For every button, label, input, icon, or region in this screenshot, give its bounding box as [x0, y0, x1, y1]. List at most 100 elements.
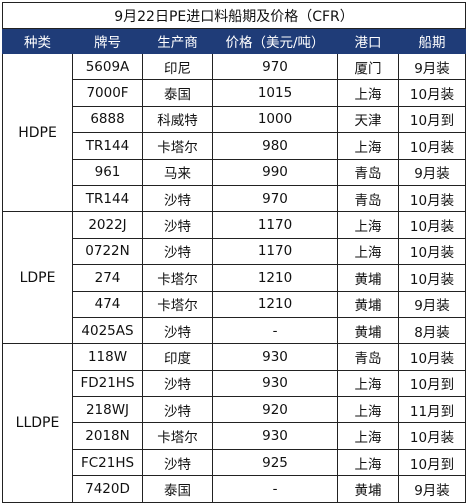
table-row: 218WJ 沙特 920 上海 11月到 [3, 396, 467, 424]
table-row: 7420D 泰国 - 黄埔 9月装 [3, 475, 467, 503]
port-cell: 上海 [337, 237, 399, 266]
shipment-cell: 10月装 [397, 264, 467, 292]
table-row: 6888 科威特 1000 天津 10月到 [3, 105, 467, 134]
port-cell: 上海 [337, 396, 399, 424]
table-row: HDPE 5609A 印尼 970 厦门 9月装 [2, 52, 467, 213]
price-cell: 930 [212, 422, 338, 450]
manufacturer-cell: 马来 [142, 158, 213, 186]
shipment-cell: 10月装 [397, 211, 467, 239]
grade-cell: 2018N [72, 422, 143, 450]
table-row: 474 卡塔尔 1210 黄埔 9月装 [3, 290, 467, 318]
port-cell: 上海 [337, 132, 399, 160]
shipment-cell: 10月装 [397, 79, 467, 107]
price-cell: - [212, 316, 338, 345]
manufacturer-cell: 泰国 [142, 79, 213, 107]
header-manufacturer: 生产商 [142, 28, 213, 54]
port-cell: 青岛 [337, 184, 399, 213]
manufacturer-cell: 沙特 [142, 316, 213, 345]
price-cell: 1210 [212, 290, 338, 318]
price-cell: 1170 [212, 211, 338, 239]
shipment-cell: 8月装 [397, 316, 467, 345]
port-cell: 上海 [337, 211, 399, 239]
grade-cell: TR144 [72, 184, 143, 213]
port-cell: 黄埔 [337, 290, 399, 318]
header-category: 种类 [2, 28, 73, 54]
grade-cell: TR144 [72, 132, 143, 160]
table-row: FC21HS 沙特 925 上海 10月到 [3, 448, 467, 477]
grade-cell: 4025AS [72, 316, 143, 345]
table-row: FD21HS 沙特 930 上海 10月到 [3, 369, 467, 398]
table-row: 4025AS 沙特 - 黄埔 8月装 [3, 316, 467, 345]
shipment-cell: 10月到 [397, 105, 467, 134]
table-row: TR144 沙特 970 青岛 10月装 [3, 184, 467, 213]
port-cell: 黄埔 [337, 316, 399, 345]
grade-cell: 7420D [72, 475, 143, 503]
grade-cell: 0722N [72, 237, 143, 266]
price-cell: 990 [212, 158, 338, 186]
grade-cell: 118W [72, 343, 143, 371]
manufacturer-cell: 卡塔尔 [142, 264, 213, 292]
table-row: LDPE 2022J 沙特 1170 上海 10月装 [2, 211, 467, 345]
grade-cell: 218WJ [72, 396, 143, 424]
shipment-cell: 9月装 [397, 475, 467, 503]
manufacturer-cell: 沙特 [142, 211, 213, 239]
grade-cell: 474 [72, 290, 143, 318]
shipment-cell: 9月装 [397, 52, 467, 81]
manufacturer-cell: 沙特 [142, 396, 213, 424]
shipment-cell: 10月到 [397, 448, 467, 477]
price-cell: 970 [212, 184, 338, 213]
port-cell: 上海 [337, 79, 399, 107]
grade-cell: 2022J [72, 211, 143, 239]
table-row: 0722N 沙特 1170 上海 10月装 [3, 237, 467, 266]
header-port: 港口 [337, 28, 399, 54]
table-row: 274 卡塔尔 1210 黄埔 10月装 [3, 264, 467, 292]
price-cell: 1000 [212, 105, 338, 134]
shipment-cell: 10月装 [397, 237, 467, 266]
price-cell: 1015 [212, 79, 338, 107]
price-cell: 1170 [212, 237, 338, 266]
manufacturer-cell: 沙特 [142, 237, 213, 266]
grade-cell: 6888 [72, 105, 143, 134]
table-title: 9月22日PE进口料船期及价格（CFR） [1, 2, 467, 29]
shipment-cell: 11月到 [397, 396, 467, 424]
table-row: 7000F 泰国 1015 上海 10月装 [3, 79, 467, 107]
table-row: TR144 卡塔尔 980 上海 10月装 [3, 132, 467, 160]
price-cell: 920 [212, 396, 338, 424]
grade-cell: 7000F [72, 79, 143, 107]
shipment-cell: 9月装 [397, 290, 467, 318]
manufacturer-cell: 卡塔尔 [142, 422, 213, 450]
port-cell: 厦门 [337, 52, 399, 81]
header-row: 种类 牌号 生产商 价格（美元/吨） 港口 船期 [2, 28, 467, 54]
price-cell: 1210 [212, 264, 338, 292]
header-shipment: 船期 [397, 28, 467, 54]
price-cell: 925 [212, 448, 338, 477]
port-cell: 上海 [337, 369, 399, 398]
manufacturer-cell: 泰国 [142, 475, 213, 503]
port-cell: 上海 [337, 448, 399, 477]
price-cell: 970 [212, 52, 338, 81]
price-cell: - [212, 475, 338, 503]
category-cell: LDPE [2, 211, 73, 345]
port-cell: 黄埔 [337, 264, 399, 292]
table-row: LLDPE 118W 印度 930 青岛 10月装 [2, 343, 467, 503]
manufacturer-cell: 沙特 [142, 448, 213, 477]
price-cell: 930 [212, 343, 338, 371]
shipment-cell: 10月装 [397, 132, 467, 160]
header-grade: 牌号 [72, 28, 143, 54]
shipment-cell: 9月装 [397, 158, 467, 186]
price-cell: 930 [212, 369, 338, 398]
port-cell: 青岛 [337, 343, 399, 371]
port-cell: 上海 [337, 422, 399, 450]
price-cell: 980 [212, 132, 338, 160]
manufacturer-cell: 卡塔尔 [142, 290, 213, 318]
port-cell: 天津 [337, 105, 399, 134]
manufacturer-cell: 卡塔尔 [142, 132, 213, 160]
grade-cell: 961 [72, 158, 143, 186]
grade-cell: FC21HS [72, 448, 143, 477]
manufacturer-cell: 科威特 [142, 105, 213, 134]
table-row: 2018N 卡塔尔 930 上海 10月装 [3, 422, 467, 450]
shipment-cell: 10月装 [397, 184, 467, 213]
manufacturer-cell: 沙特 [142, 369, 213, 398]
